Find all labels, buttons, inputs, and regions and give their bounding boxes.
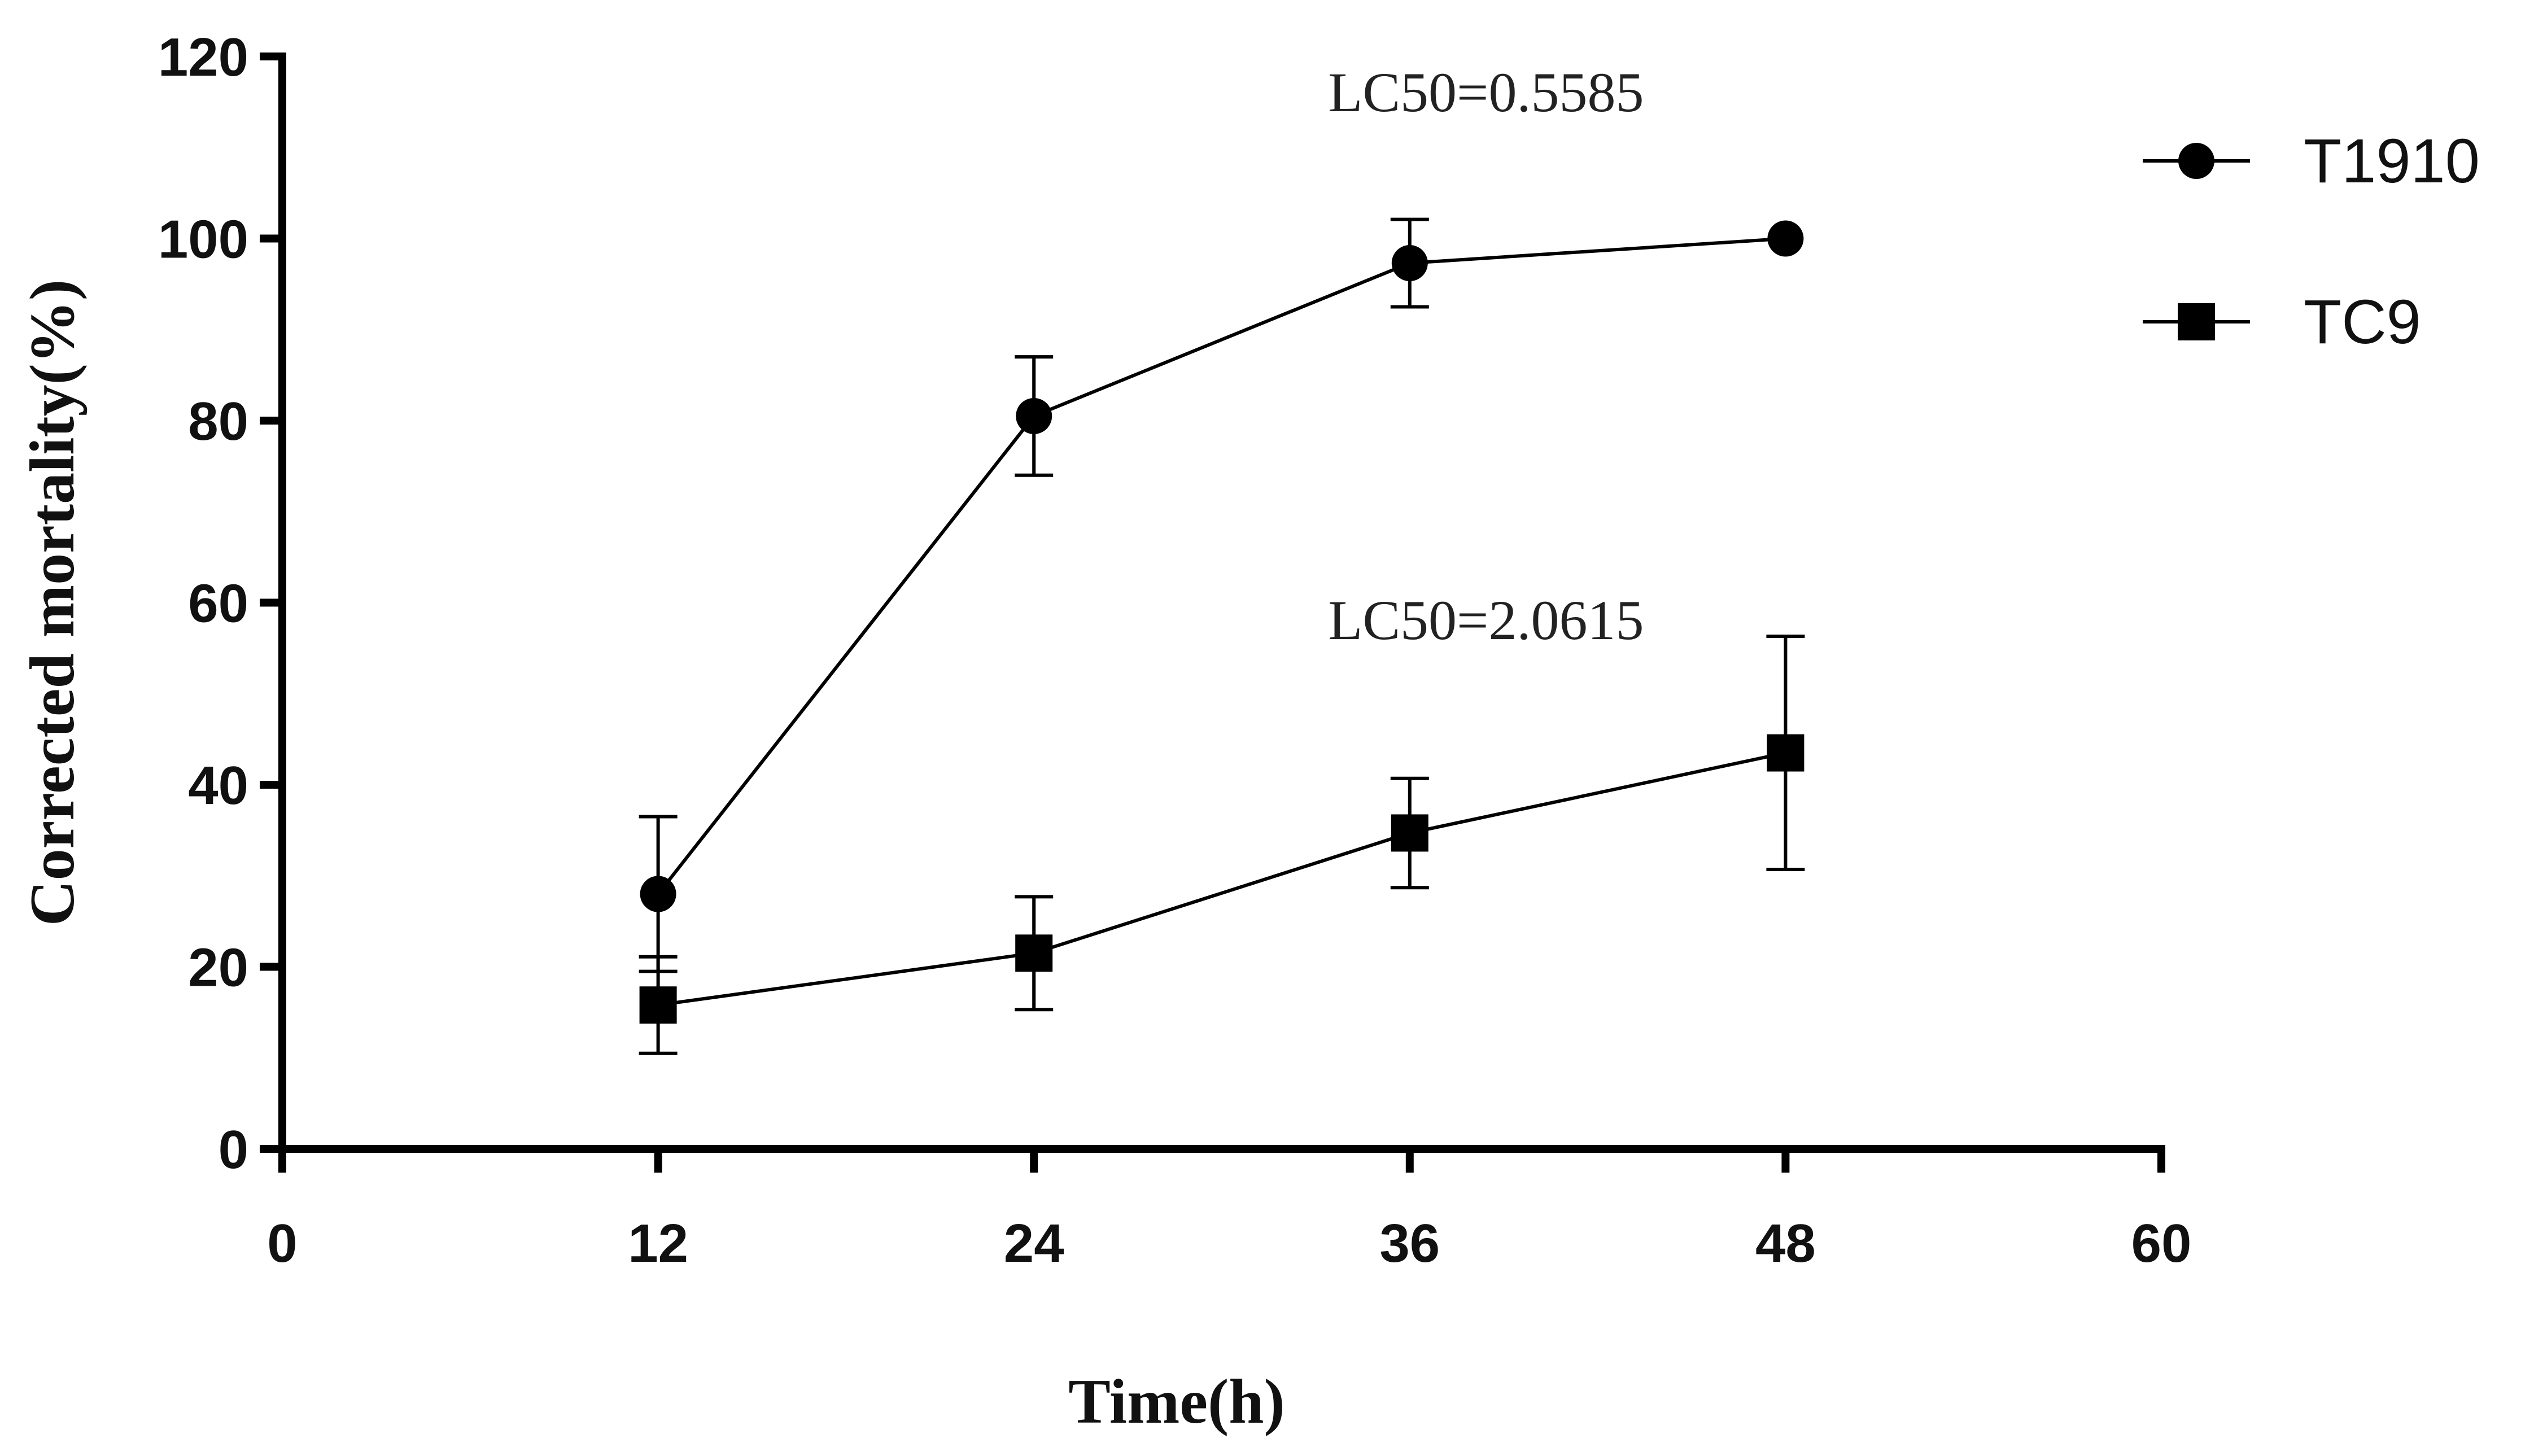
x-tick-label: 60 (2131, 1213, 2192, 1274)
series-t1910 (639, 217, 1804, 973)
y-axis-ticks: 0 20 40 60 80 100 120 (158, 27, 282, 1180)
data-point (1391, 245, 1428, 282)
series-layer (639, 217, 1805, 1055)
data-point (640, 876, 676, 912)
y-tick-label: 100 (158, 209, 248, 270)
data-point (1767, 734, 1805, 772)
x-tick-label: 36 (1379, 1213, 1440, 1274)
legend: T1910 TC9 (2143, 126, 2480, 357)
legend-item-tc9: TC9 (2143, 287, 2421, 357)
series-line (657, 237, 1786, 895)
x-axis-ticks: 0 12 24 36 48 60 (267, 1149, 2191, 1274)
data-point (1015, 934, 1053, 972)
data-point (1767, 220, 1804, 257)
series-tc9 (639, 635, 1805, 1055)
legend-marker (2178, 143, 2214, 179)
y-tick-label: 20 (188, 938, 248, 998)
annotation-lc50-tc9: LC50=2.0615 (1328, 589, 1644, 652)
series-line (658, 751, 1786, 1007)
y-tick-label: 40 (188, 755, 248, 816)
x-tick-label: 12 (628, 1213, 688, 1274)
data-point (1391, 814, 1428, 852)
y-tick-label: 120 (158, 27, 248, 88)
legend-label: TC9 (2304, 287, 2421, 357)
data-point (1016, 397, 1052, 434)
y-tick-label: 60 (188, 574, 248, 634)
x-tick-label: 0 (267, 1213, 297, 1274)
y-tick-label: 80 (188, 391, 248, 452)
data-point (639, 986, 677, 1024)
legend-item-t1910: T1910 (2143, 126, 2480, 196)
y-tick-label: 0 (219, 1120, 248, 1180)
annotation-lc50-t1910: LC50=0.5585 (1328, 61, 1644, 124)
y-axis-title: Corrected mortality(%) (18, 279, 88, 926)
legend-marker (2178, 303, 2215, 340)
x-tick-label: 24 (1004, 1213, 1064, 1274)
legend-label: T1910 (2304, 126, 2480, 196)
x-tick-label: 48 (1755, 1213, 1816, 1274)
x-axis-title: Time(h) (1068, 1367, 1285, 1437)
